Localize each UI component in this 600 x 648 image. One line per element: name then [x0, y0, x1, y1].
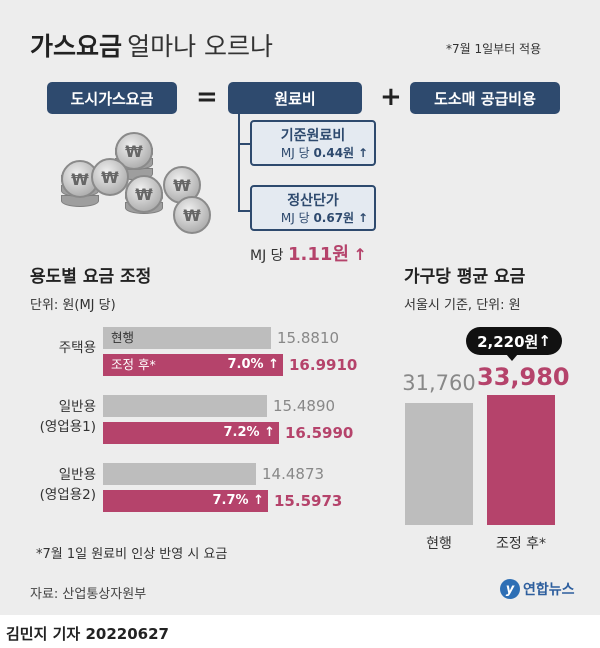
category-label-line: (영업용1): [39, 419, 96, 435]
up-arrow-icon: ↑: [353, 245, 367, 264]
bar-adjusted: [103, 354, 283, 376]
settlement-unit-price-value: MJ 당 0.67원 ↑: [280, 211, 368, 225]
bar-current: [405, 403, 473, 525]
household-fee-bar-chart: 31,760 현행 33,980 조정 후*: [395, 355, 595, 560]
title-sub: 얼마나 오르나: [127, 32, 274, 61]
yonhap-logo-icon: y: [500, 579, 520, 599]
connector-line: [238, 114, 240, 212]
connector-line: [238, 143, 250, 145]
infographic-card: 가스요금 얼마나 오르나 *7월 1일부터 적용 도시가스요금 = 원료비 + …: [0, 0, 600, 615]
bar-adjusted: [487, 395, 555, 525]
value-adjusted: 16.9910: [289, 356, 358, 374]
base-raw-cost-title: 기준원료비: [280, 128, 346, 144]
right-chart-unit: 서울시 기준, 단위: 원: [404, 298, 521, 313]
supply-cost-pill: 도소매 공급비용: [410, 82, 560, 114]
change-percent: 7.2% ↑: [223, 425, 275, 440]
category-label-line: (영업용2): [39, 487, 96, 503]
settlement-unit-price-box: 정산단가 MJ 당 0.67원 ↑: [250, 185, 376, 231]
bar-current: [103, 327, 271, 349]
change-percent: 7.0% ↑: [227, 357, 279, 372]
yonhap-logo-text: 연합뉴스: [523, 582, 575, 598]
category-label: 일반용 (영업용2): [0, 465, 96, 505]
plus-sign: +: [380, 82, 402, 112]
value-current: 15.8810: [277, 329, 340, 347]
base-raw-cost-box: 기준원료비 MJ 당 0.44원 ↑: [250, 120, 376, 166]
settlement-unit-price-title: 정산단가: [287, 193, 339, 209]
right-chart-title: 가구당 평균 요금: [404, 267, 526, 287]
won-coin-icon: ₩: [125, 175, 163, 213]
badge-pointer: [506, 354, 518, 361]
category-label-line: 일반용: [58, 399, 96, 415]
value-current: 15.4890: [273, 397, 336, 415]
bar-current: [103, 463, 256, 485]
left-chart-footnote: *7월 1일 원료비 인상 반영 시 요금: [36, 547, 228, 562]
category-label-line: 주택용: [58, 340, 96, 356]
value-adjusted: 16.5990: [285, 424, 354, 442]
equals-sign: =: [196, 82, 218, 112]
series-label-adjusted: 조정 후*: [111, 357, 156, 372]
up-arrow-icon: ↑: [357, 146, 368, 160]
coins-illustration: ₩ ₩ ₩ ₩ ₩ ₩: [55, 120, 225, 240]
category-label: 조정 후*: [495, 536, 547, 552]
connector-line: [238, 210, 250, 212]
category-label: 주택용: [0, 338, 96, 358]
base-raw-cost-value: MJ 당 0.44원 ↑: [280, 146, 368, 160]
won-coin-icon: ₩: [173, 196, 211, 234]
raw-material-cost-pill: 원료비: [228, 82, 362, 114]
value-adjusted: 15.5973: [274, 492, 343, 510]
city-gas-fee-pill: 도시가스요금: [47, 82, 177, 114]
won-coin-icon: ₩: [91, 158, 129, 196]
value-label: 31,760: [402, 371, 476, 395]
value-label: 33,980: [477, 363, 570, 391]
bar-adjusted: [103, 422, 279, 444]
page-title: 가스요금 얼마나 오르나: [30, 27, 273, 63]
category-label: 일반용 (영업용1): [0, 397, 96, 437]
up-arrow-icon: ↑: [538, 332, 551, 350]
yonhap-logo: y 연합뉴스: [500, 579, 575, 599]
value-current: 14.4873: [262, 465, 325, 483]
series-label-current: 현행: [111, 330, 135, 345]
byline: 김민지 기자 20220627: [6, 625, 169, 643]
household-increase-badge: 2,220원 ↑: [466, 327, 562, 355]
title-main: 가스요금: [30, 32, 123, 61]
total-raw-cost-increase: MJ 당 1.11원 ↑: [250, 244, 367, 265]
category-label: 현행: [426, 536, 452, 552]
source-credit: 자료: 산업통상자원부: [30, 587, 147, 602]
up-arrow-icon: ↑: [357, 211, 368, 225]
left-chart-title: 용도별 요금 조정: [30, 267, 152, 287]
category-label-line: 일반용: [58, 467, 96, 483]
effective-date-note: *7월 1일부터 적용: [446, 42, 542, 56]
bar-current: [103, 395, 267, 417]
change-percent: 7.7% ↑: [212, 493, 264, 508]
bar-adjusted: [103, 490, 268, 512]
won-coin-icon: ₩: [115, 132, 153, 170]
left-chart-unit: 단위: 원(MJ 당): [30, 298, 116, 313]
